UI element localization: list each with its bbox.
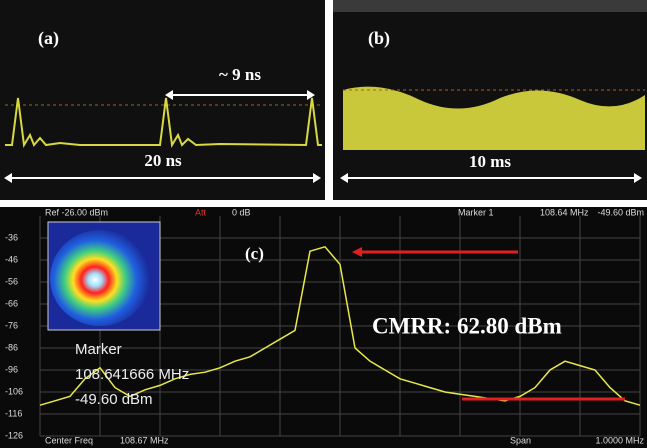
- y-tick-label: -76: [5, 320, 18, 330]
- span-label: 20 ns: [144, 151, 182, 170]
- y-tick-label: -126: [5, 430, 23, 440]
- att-value: 0 dB: [232, 207, 251, 217]
- spectrum-trace: [39, 245, 641, 406]
- y-tick-label: -56: [5, 276, 18, 286]
- att-label: Att: [195, 207, 207, 217]
- signal-band: [343, 86, 645, 150]
- panel-label: (b): [368, 28, 390, 49]
- plot: -36 -46 -56 -66 -76 -86 -96 -106 -116 -126: [5, 232, 641, 440]
- cmrr-annotation: CMRR: 62.80 dBm: [372, 313, 562, 338]
- y-tick-label: -36: [5, 232, 18, 242]
- marker-level: -49.60 dBm: [597, 207, 644, 217]
- arrow-head: [352, 247, 362, 257]
- y-tick-label: -96: [5, 364, 18, 374]
- marker-box-level: -49.60 dBm: [75, 391, 153, 408]
- y-tick-label: -66: [5, 298, 18, 308]
- marker-label: Marker 1: [458, 207, 494, 217]
- beam-profile: [50, 230, 150, 326]
- panel-a: [0, 0, 325, 200]
- marker-box-freq: 108.641666 MHz: [75, 366, 189, 383]
- center-value: 108.67 MHz: [120, 435, 169, 445]
- span-label: Span: [510, 435, 531, 445]
- period-label: ~ 9 ns: [219, 65, 261, 84]
- pulse-trace: [5, 97, 322, 148]
- y-tick-label: -86: [5, 342, 18, 352]
- center-label: Center Freq: [45, 435, 93, 445]
- span-value: 1.0000 MHz: [595, 435, 644, 445]
- y-tick-label: -46: [5, 254, 18, 264]
- y-tick-label: -116: [5, 408, 22, 418]
- y-tick-label: -106: [5, 386, 23, 396]
- panel-label: (c): [245, 244, 264, 263]
- span-label: 10 ms: [469, 152, 511, 171]
- marker-freq: 108.64 MHz: [540, 207, 589, 217]
- ref-level: Ref -26.00 dBm: [45, 207, 108, 217]
- scope-toolbar: [333, 0, 647, 12]
- panel-label: (a): [38, 28, 59, 49]
- marker-box-title: Marker: [75, 341, 122, 358]
